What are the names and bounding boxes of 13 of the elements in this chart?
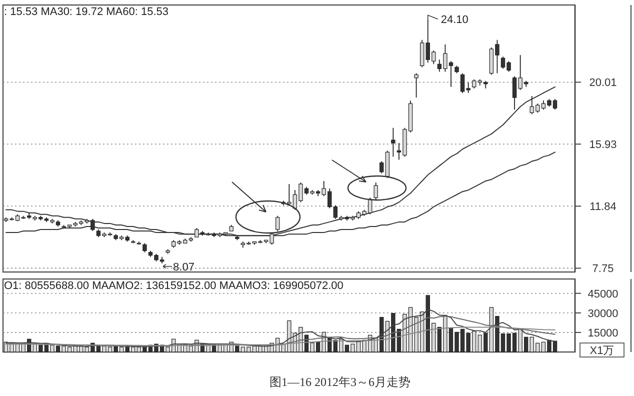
y-tick-label: 15.93 (589, 139, 617, 152)
annotation: : 15.53 MA30: 19.72 MA60: 15.53 (4, 6, 169, 18)
y-tick-label: 15000 (588, 327, 618, 340)
text: 图1—16 2012年3～6月走势 (270, 375, 410, 389)
y-tick-label: 11.84 (590, 201, 616, 214)
y-axis-title: X1万 (590, 345, 614, 357)
annotation: 8.07 (173, 261, 194, 274)
y-tick-label: 7.75 (592, 263, 614, 276)
y-tick-label: 45000 (588, 288, 618, 300)
y-tick-label: 20.01 (589, 77, 617, 90)
y-tick-label: 30000 (588, 308, 618, 320)
annotation: 24.10 (440, 14, 468, 26)
annotation: O1: 80555688.00 MAAMO2: 136159152.00 MAAMO3: 169905072.00 (4, 280, 344, 292)
